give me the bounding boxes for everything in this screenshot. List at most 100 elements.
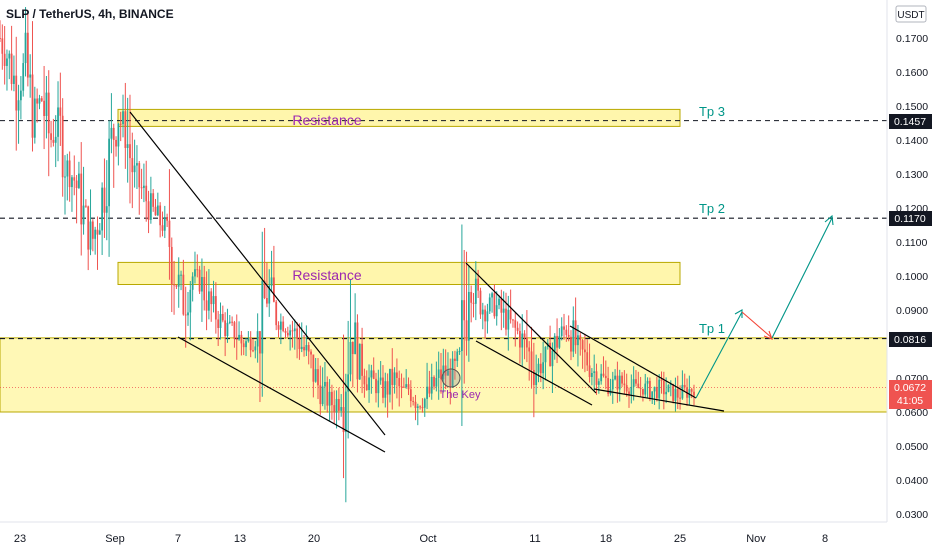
candle bbox=[544, 346, 547, 381]
candle bbox=[126, 97, 129, 183]
candle bbox=[426, 362, 428, 409]
trendline-wedge-1-lower[interactable] bbox=[177, 336, 386, 453]
zone-2[interactable] bbox=[117, 261, 681, 285]
candle bbox=[207, 269, 210, 320]
candle bbox=[407, 377, 410, 396]
candle bbox=[449, 358, 452, 405]
candle bbox=[159, 202, 162, 238]
candle bbox=[590, 368, 593, 386]
candle bbox=[52, 118, 55, 147]
candle bbox=[655, 376, 658, 402]
x-tick-label: Nov bbox=[746, 533, 766, 545]
candle bbox=[351, 341, 354, 388]
price-axis[interactable]: 0.17000.16000.15000.14000.13000.12000.11… bbox=[886, 0, 932, 522]
candle bbox=[210, 288, 213, 322]
candle bbox=[300, 322, 303, 353]
candle bbox=[340, 394, 343, 417]
candle bbox=[247, 331, 250, 343]
x-tick-label: 8 bbox=[822, 533, 828, 545]
candle bbox=[89, 189, 92, 256]
y-ticks: 0.17000.16000.15000.14000.13000.12000.11… bbox=[896, 33, 928, 521]
candle bbox=[333, 390, 336, 424]
candle bbox=[347, 320, 350, 439]
candle bbox=[579, 332, 582, 356]
candle bbox=[460, 224, 463, 427]
candle bbox=[532, 342, 535, 418]
candle bbox=[405, 369, 408, 389]
candle bbox=[196, 254, 199, 278]
plot-area bbox=[0, 0, 887, 522]
x-tick-label: 23 bbox=[14, 533, 26, 545]
candle bbox=[393, 367, 396, 394]
candle bbox=[632, 366, 635, 401]
candle bbox=[379, 361, 382, 385]
trendline-wedge-3-lower[interactable] bbox=[593, 388, 725, 412]
candle bbox=[602, 356, 605, 378]
candle bbox=[651, 391, 654, 405]
candle bbox=[358, 343, 361, 380]
candle bbox=[586, 339, 589, 372]
arrowhead-1 bbox=[734, 309, 743, 318]
candle bbox=[6, 49, 8, 91]
candle bbox=[500, 289, 503, 331]
symbol-header[interactable]: SLP / TetherUS, 4h, BINANCE bbox=[6, 7, 174, 21]
candle bbox=[414, 394, 417, 421]
the-key-marker[interactable]: The Key bbox=[440, 368, 481, 401]
candles-layer bbox=[0, 7, 695, 503]
candle bbox=[621, 372, 623, 387]
candle bbox=[68, 151, 71, 202]
candle bbox=[13, 55, 15, 92]
candle bbox=[491, 291, 493, 313]
x-tick-label: 18 bbox=[600, 533, 612, 545]
candle bbox=[103, 158, 106, 238]
candle bbox=[91, 219, 94, 252]
candle bbox=[681, 370, 684, 400]
candle bbox=[194, 251, 196, 284]
candle bbox=[688, 375, 691, 405]
arrow-up-leg-2[interactable] bbox=[771, 217, 833, 339]
x-tick-label: Oct bbox=[419, 533, 436, 545]
candle bbox=[628, 387, 630, 408]
candle bbox=[298, 323, 301, 360]
trendline-wedge-3-upper[interactable] bbox=[569, 325, 697, 399]
candle bbox=[433, 375, 435, 390]
candle bbox=[693, 384, 695, 406]
time-axis[interactable]: 23 Sep 7 13 20 Oct 11 18 25 Nov 8 bbox=[0, 521, 932, 550]
candle bbox=[553, 333, 556, 360]
candle bbox=[136, 145, 138, 190]
candle bbox=[389, 368, 391, 403]
candle bbox=[272, 245, 275, 303]
trendline-wedge-1-upper[interactable] bbox=[129, 111, 386, 436]
candle bbox=[363, 368, 366, 398]
candle bbox=[528, 341, 531, 381]
candle bbox=[110, 93, 113, 154]
candle bbox=[240, 330, 243, 356]
arrow-up-leg-1[interactable] bbox=[695, 311, 743, 399]
trendline-wedge-2-upper[interactable] bbox=[465, 262, 597, 394]
zone-1[interactable] bbox=[117, 108, 681, 127]
y-tick-label: 0.1700 bbox=[896, 33, 928, 45]
currency-badge[interactable]: USDT bbox=[895, 5, 927, 23]
candle bbox=[10, 25, 13, 91]
candle bbox=[115, 136, 117, 157]
x-tick-label: 20 bbox=[308, 533, 320, 545]
candle bbox=[440, 352, 442, 394]
candle bbox=[94, 226, 97, 255]
candle bbox=[24, 7, 27, 77]
level-badge-tp1: 0.0816 bbox=[889, 332, 932, 347]
candle bbox=[349, 279, 352, 382]
candle bbox=[653, 386, 656, 405]
trendline-wedge-2-lower[interactable] bbox=[475, 340, 593, 406]
candle bbox=[96, 216, 99, 270]
arrow-pullback[interactable] bbox=[741, 311, 773, 339]
candle bbox=[8, 50, 11, 80]
candle bbox=[224, 312, 227, 357]
candle bbox=[307, 342, 310, 365]
candle bbox=[145, 160, 148, 222]
candle bbox=[184, 286, 187, 348]
candle bbox=[122, 94, 124, 138]
candle bbox=[71, 175, 73, 212]
candle bbox=[152, 189, 155, 212]
candle bbox=[474, 261, 477, 321]
